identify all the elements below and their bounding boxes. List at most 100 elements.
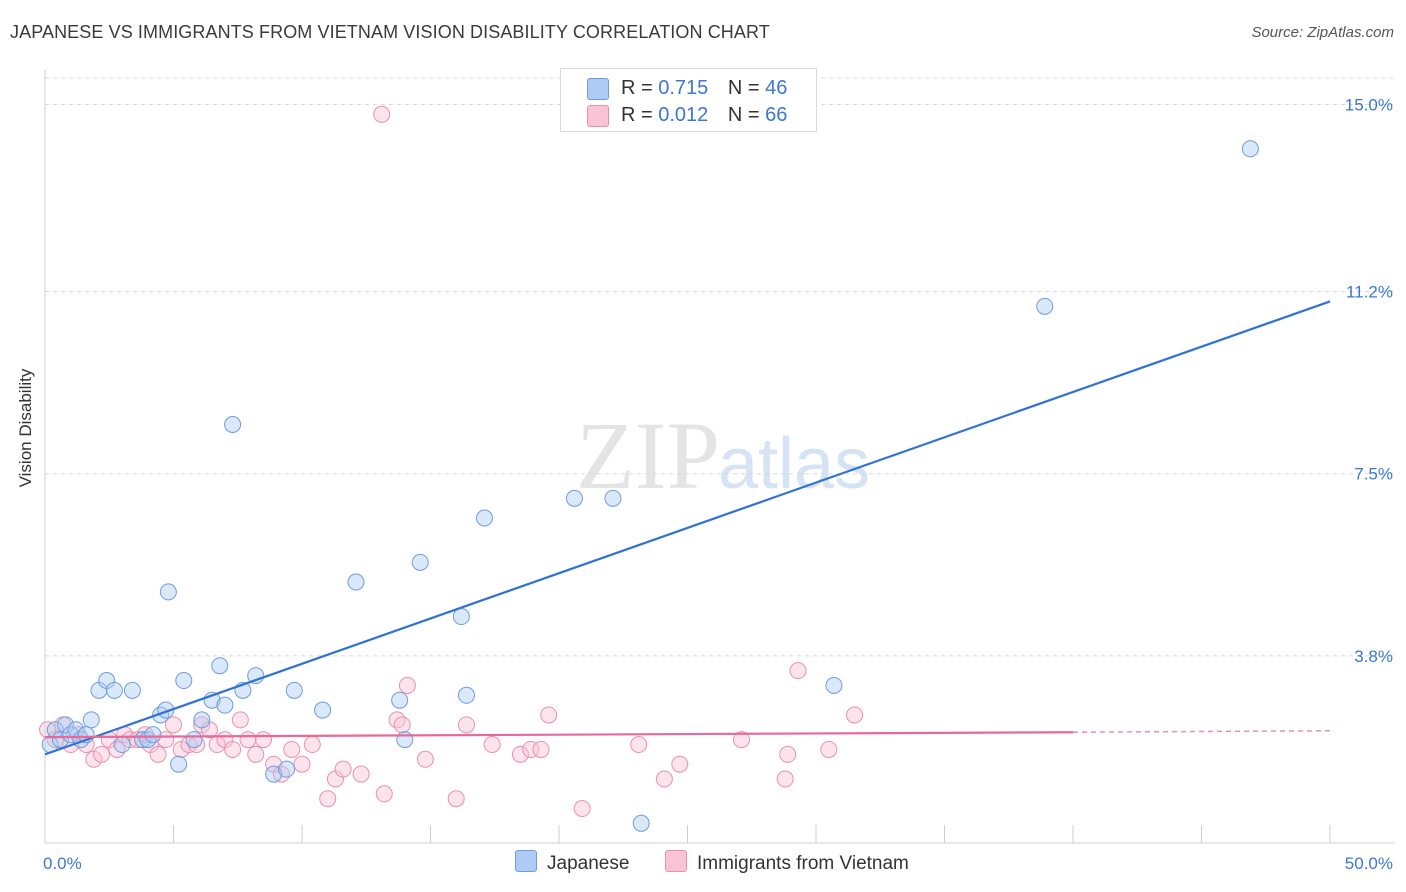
legend-r-label: R = (621, 104, 659, 126)
japanese-point (347, 573, 365, 591)
vietnam-trend-line (44, 731, 1074, 739)
vietnam-point (293, 755, 311, 773)
vietnam-point (532, 740, 550, 758)
watermark-zip: ZIP (576, 402, 720, 509)
japanese-point (604, 489, 622, 507)
legend-n-label: N = (727, 104, 766, 126)
vietnam-point (247, 745, 265, 763)
vietnam-point (789, 662, 807, 680)
legend-r-label: R = (621, 77, 659, 99)
vietnam-point (224, 740, 242, 758)
vietnam-point (447, 790, 465, 808)
japanese-point (185, 731, 203, 749)
legend-r-value-japanese: 0.715 (658, 77, 709, 99)
vietnam-point (540, 706, 558, 724)
vietnam-point (655, 770, 673, 788)
vietnam-point (334, 760, 352, 778)
vietnam-point (93, 745, 111, 763)
japanese-point (475, 509, 493, 527)
japanese-point (224, 415, 242, 433)
japanese-point (113, 736, 131, 754)
y-tick-labels: 3.8% 7.5% 11.2% 15.0% (1345, 95, 1393, 665)
vietnam-point (398, 676, 416, 694)
japanese-point (105, 681, 123, 699)
japanese-point (1241, 140, 1259, 158)
legend-swatch-japanese (587, 78, 609, 100)
vietnam-point (457, 716, 475, 734)
japanese-point (51, 731, 69, 749)
vietnam-point (671, 755, 689, 773)
vietnam-point (375, 785, 393, 803)
gridlines (45, 77, 1395, 657)
vietnam-point (483, 736, 501, 754)
vietnam-point (511, 745, 529, 763)
vietnam-point (776, 770, 794, 788)
legend-swatch-vietnam (587, 105, 609, 127)
vietnam-point (303, 736, 321, 754)
watermark: ZIP atlas (576, 402, 870, 509)
vietnam-point (846, 706, 864, 724)
trend-lines (44, 300, 1331, 756)
vietnam-point (108, 740, 126, 758)
japanese-point (391, 691, 409, 709)
legend-bottom-label-japanese: Japanese (547, 853, 630, 874)
vietnam-point (630, 736, 648, 754)
x-tick-label-max: 50.0% (1345, 854, 1393, 873)
vietnam-point (820, 740, 838, 758)
japanese-point (278, 760, 296, 778)
japanese-points (41, 140, 1259, 832)
legend-item-vietnam: Immigrants from Vietnam (665, 850, 909, 875)
y-axis-label: Vision Disability (16, 368, 35, 488)
vietnam-point (283, 740, 301, 758)
japanese-point (632, 814, 650, 832)
japanese-point (452, 608, 470, 626)
legend-item-japanese: Japanese (515, 850, 629, 875)
japanese-point (159, 583, 177, 601)
vietnam-point (231, 711, 249, 729)
vietnam-point (319, 790, 337, 808)
vietnam-point (573, 800, 591, 818)
japanese-point (144, 726, 162, 744)
legend-bottom-swatch-japanese (515, 850, 537, 872)
vietnam-point (388, 711, 406, 729)
x-tick-label-min: 0.0% (43, 854, 82, 873)
japanese-point (825, 676, 843, 694)
legend-n-value-japanese: 46 (765, 77, 788, 99)
japanese-point (57, 716, 75, 734)
legend-bottom-swatch-vietnam (665, 850, 687, 872)
japanese-point (82, 711, 100, 729)
japanese-point (216, 696, 234, 714)
japanese-point (285, 681, 303, 699)
vietnam-point (393, 716, 411, 734)
legend-bottom-label-vietnam: Immigrants from Vietnam (697, 853, 909, 874)
japanese-point (396, 731, 414, 749)
chart-title: JAPANESE VS IMMIGRANTS FROM VIETNAM VISI… (10, 22, 770, 42)
japanese-point (123, 681, 141, 699)
x-tick-labels: 0.0% 50.0% (43, 854, 1393, 873)
vietnam-point (373, 105, 391, 123)
legend-n-label: N = (727, 77, 766, 99)
japanese-point (211, 657, 229, 675)
y-tick-label: 7.5% (1354, 465, 1393, 484)
legend-r-value-vietnam: 0.012 (658, 104, 709, 126)
vietnam-point (239, 731, 257, 749)
vietnam-point (254, 731, 272, 749)
japanese-point (170, 755, 188, 773)
vietnam-point (352, 765, 370, 783)
japanese-point (314, 701, 332, 719)
vietnam-point (416, 750, 434, 768)
japanese-trend-line (44, 300, 1331, 756)
japanese-point (175, 672, 193, 690)
correlation-legend: R = 0.715 N = 46 R = 0.012 N = 66 (560, 68, 817, 132)
vietnam-point (149, 745, 167, 763)
japanese-point (411, 553, 429, 571)
y-tick-label: 3.8% (1354, 647, 1393, 666)
y-tick-label: 15.0% (1345, 95, 1393, 114)
vietnam-points (39, 105, 864, 818)
vietnam-point (779, 745, 797, 763)
japanese-point (1036, 297, 1054, 315)
vietnam-point (732, 731, 750, 749)
source-credit: Source: ZipAtlas.com (1251, 24, 1394, 41)
japanese-point (193, 711, 211, 729)
